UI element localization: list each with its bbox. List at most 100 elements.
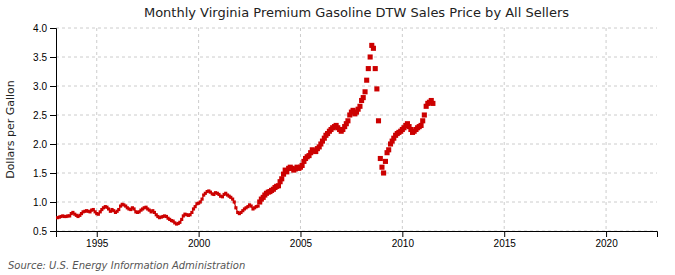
series [257, 43, 435, 205]
tick-label: 3.0 [33, 81, 47, 92]
tick: 3.0 [33, 81, 56, 92]
marker [231, 198, 234, 201]
marker [376, 118, 381, 123]
marker [373, 66, 378, 71]
tick-mark [504, 231, 505, 237]
tick-mark [50, 86, 56, 87]
tick-label: 0.5 [33, 226, 47, 237]
tick-label: 2.5 [33, 110, 47, 121]
tick: 1.0 [33, 197, 56, 208]
tick-mark [606, 231, 607, 237]
marker [234, 206, 237, 209]
tick-mark [50, 202, 56, 203]
marker [383, 159, 388, 164]
tick-mark [402, 231, 403, 237]
marker [420, 118, 425, 123]
marker [374, 86, 379, 91]
marker [345, 118, 350, 123]
grid-line [56, 173, 657, 174]
grid-line [56, 144, 657, 145]
chart: 1995 2000 2005 2010 2015 2020 0.5 1.0 1.5 2.0 2.5 3… [0, 0, 675, 275]
marker [257, 204, 260, 207]
marker [364, 78, 369, 83]
marker [180, 218, 183, 221]
marker [132, 207, 135, 210]
marker [190, 211, 193, 214]
marker [178, 221, 181, 224]
tick-mark [300, 231, 301, 237]
marker [366, 66, 371, 71]
tick-label: 4.0 [33, 23, 47, 34]
grid-line [606, 28, 607, 231]
tick-mark [50, 28, 56, 29]
tick-label: 2005 [290, 238, 313, 249]
marker [430, 101, 435, 106]
tick: 2.5 [33, 110, 56, 121]
tick: 2010 [392, 231, 415, 249]
tick-label: 3.5 [33, 52, 47, 63]
marker [368, 54, 373, 59]
marker [363, 89, 368, 94]
marker [379, 165, 384, 170]
tick-mark [50, 144, 56, 145]
tick: 2015 [494, 231, 517, 249]
marker [381, 170, 386, 175]
tick: 2000 [188, 231, 211, 249]
grid-line [56, 202, 657, 203]
plot-area [56, 43, 435, 226]
marker [419, 123, 424, 128]
tick-mark [50, 231, 56, 232]
tick-mark [97, 231, 98, 237]
grid-line [504, 28, 505, 231]
marker [194, 205, 197, 208]
grid-line [300, 28, 301, 231]
marker [117, 208, 120, 211]
marker [200, 198, 203, 201]
y-axis-label: Dollars per Gallon [4, 80, 17, 179]
marker [386, 147, 391, 152]
marker [357, 104, 362, 109]
grid-line [56, 28, 657, 29]
grid-line [56, 57, 657, 58]
marker [371, 46, 376, 51]
marker [422, 112, 427, 117]
tick: 0.5 [33, 226, 56, 237]
tick: 1.5 [33, 168, 56, 179]
marker [250, 204, 253, 207]
grid-line [56, 86, 657, 87]
title: Monthly Virginia Premium Gasoline DTW Sa… [144, 5, 569, 20]
tick: 4.0 [33, 23, 56, 34]
tick-label: 1.0 [33, 197, 47, 208]
tick-mark [199, 231, 200, 237]
axis-line [57, 232, 658, 238]
chart-container: 1995 2000 2005 2010 2015 2020 0.5 1.0 1.5 2.0 2.5 3… [0, 0, 675, 275]
grid [56, 28, 657, 231]
marker [233, 200, 236, 203]
tick-label: 1995 [86, 238, 109, 249]
tick: 2.0 [33, 139, 56, 150]
tick-label: 1.5 [33, 168, 47, 179]
tick: 2020 [595, 231, 618, 249]
marker [361, 95, 366, 100]
tick-mark [50, 57, 56, 58]
grid-line [96, 28, 97, 231]
marker [378, 156, 383, 161]
axis-line [50, 29, 57, 232]
x-axis: 1995 2000 2005 2010 2015 2020 [57, 231, 658, 249]
marker [279, 176, 284, 181]
tick: 3.5 [33, 52, 56, 63]
tick-label: 2010 [392, 238, 415, 249]
tick: 1995 [86, 231, 109, 249]
tick-label: 2015 [494, 238, 517, 249]
marker [199, 200, 202, 203]
tick-mark [50, 173, 56, 174]
tick-label: 2020 [595, 238, 618, 249]
y-axis: 0.5 1.0 1.5 2.0 2.5 3.0 3.5 4.0 [33, 23, 56, 237]
tick: 2005 [290, 231, 313, 249]
series [56, 189, 260, 225]
tick-label: 2000 [188, 238, 211, 249]
tick-mark [50, 115, 56, 116]
tick-label: 2.0 [33, 139, 47, 150]
line [58, 191, 258, 224]
annotation: Source: U.S. Energy Information Administ… [8, 260, 245, 271]
